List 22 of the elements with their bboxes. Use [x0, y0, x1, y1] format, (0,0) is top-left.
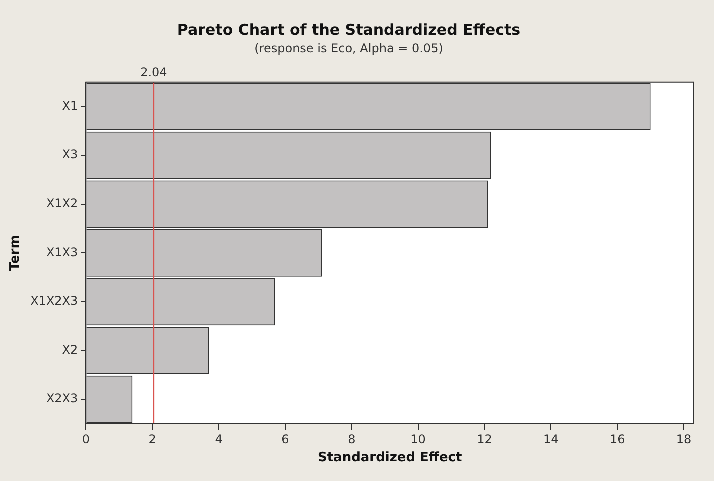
chart-title: Pareto Chart of the Standardized Effects [177, 20, 521, 39]
x-tick-label: 2 [148, 432, 156, 446]
y-tick-label: X2 [62, 342, 78, 357]
y-tick-label: X1X2 [46, 196, 78, 211]
chart-subtitle: (response is Eco, Alpha = 0.05) [254, 41, 444, 56]
x-tick-label: 18 [676, 432, 692, 446]
y-tick-label: X1X2X3 [30, 294, 78, 308]
y-tick-label: X3 [62, 148, 78, 162]
y-tick-label: X2X3 [46, 392, 78, 406]
x-tick-label: 12 [477, 432, 492, 446]
x-tick-label: 0 [82, 432, 90, 446]
x-tick-label: 4 [215, 432, 223, 446]
y-tick-label: X1X3 [46, 245, 78, 260]
y-tick-label: X1 [62, 98, 78, 113]
y-axis-title: Term [8, 235, 24, 272]
x-axis-title: Standardized Effect [318, 450, 462, 466]
x-tick-label: 6 [282, 432, 290, 446]
x-tick-label: 8 [348, 432, 356, 446]
x-tick-label: 16 [610, 432, 626, 446]
ref-line-label: 2.04 [140, 66, 168, 80]
x-tick-label: 14 [544, 432, 559, 446]
x-tick-label: 10 [410, 432, 426, 446]
